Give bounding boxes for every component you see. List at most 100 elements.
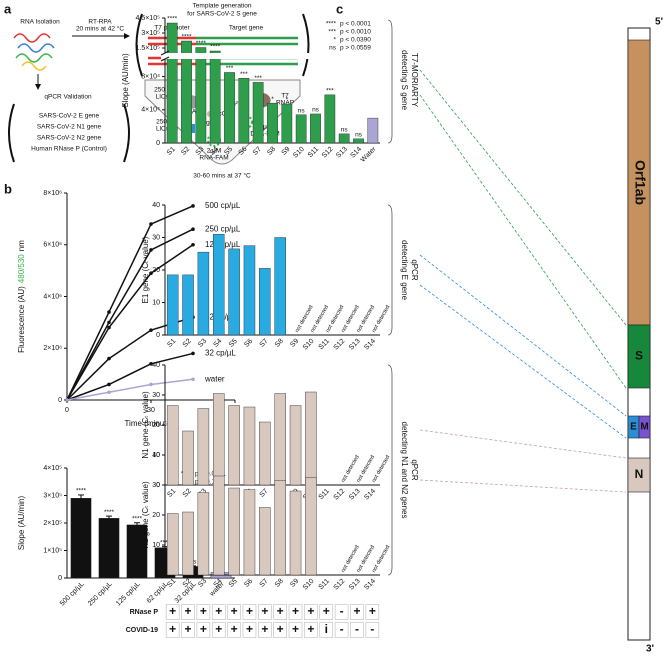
diagram-text: Mg²⁺ <box>201 120 216 127</box>
value-label: **** <box>210 44 221 51</box>
x-tick-label: S11 <box>307 146 320 159</box>
data-point <box>191 242 195 247</box>
genome-segment <box>627 457 651 493</box>
cell-value: + <box>277 604 284 618</box>
arrowhead <box>35 84 41 90</box>
table-cell <box>227 622 241 638</box>
bar <box>238 78 250 144</box>
value-label: *** <box>254 75 262 82</box>
bracket <box>387 19 393 144</box>
cell-value: + <box>323 604 330 618</box>
significance-p: p < 0.0001 <box>195 471 226 478</box>
x-tick-label: 500 cp/µL <box>59 581 86 608</box>
bar <box>259 421 271 486</box>
value-label: *** <box>240 71 248 78</box>
y-tick-label: 8×10⁶ <box>43 190 62 197</box>
diagram-text: 2 µM <box>207 148 222 155</box>
diagram-text: RT-RPA <box>88 19 112 26</box>
table-cell <box>165 622 180 638</box>
bar <box>182 274 194 336</box>
value-label: ns <box>355 132 363 139</box>
table-cell <box>288 604 303 620</box>
table-cell <box>288 622 303 638</box>
y-tick-label: 4.5×10⁵ <box>135 15 160 22</box>
y-tick-label: 2×10⁵ <box>43 520 62 527</box>
bar <box>259 268 271 336</box>
bar <box>295 114 307 144</box>
x-tick-label: S5 <box>223 146 234 157</box>
cell-value: i <box>325 622 328 636</box>
x-tick-label: S8 <box>274 578 285 589</box>
genome-segment-label: M <box>640 422 648 433</box>
y-axis-label: N2 gene (Cₜ value) <box>141 481 150 549</box>
x-tick-label: S8 <box>274 338 285 349</box>
side-label: qPCR <box>410 459 419 481</box>
genome-segment-label: S <box>635 349 643 363</box>
connector-line <box>419 284 627 439</box>
axis-break <box>161 53 384 59</box>
diagram-text: Template generation <box>193 3 252 10</box>
side-label: qPCR <box>410 259 419 281</box>
diagram-text: RNA Isolation <box>20 19 60 26</box>
x-tick-label: S8 <box>266 146 277 157</box>
diagram-text: RNAP <box>276 100 294 107</box>
x-tick-label: 250 cp/µL <box>87 581 114 608</box>
table-cell <box>365 622 380 638</box>
x-tick-label: S6 <box>243 578 254 589</box>
value-label: ns <box>341 127 349 134</box>
data-point <box>149 248 153 252</box>
x-axis-label: Time (minutes) <box>124 419 177 428</box>
table-cell <box>196 622 211 638</box>
x-tick-label: 30 <box>147 407 155 414</box>
x-tick-label: S7 <box>259 338 270 349</box>
y-tick-label: 10 <box>152 542 160 549</box>
data-point <box>149 361 153 366</box>
x-tick-label: S9 <box>281 146 292 157</box>
x-tick-label: S10 <box>292 146 306 160</box>
side-label: detecting E gene <box>400 240 409 301</box>
table-cell <box>273 604 287 620</box>
cell-value: + <box>292 604 299 618</box>
cell-value: + <box>307 622 314 636</box>
data-point <box>149 328 153 332</box>
row-label: RNase P <box>130 609 159 616</box>
data-point <box>65 398 69 402</box>
y-tick-label: 30 <box>152 234 160 241</box>
x-tick-label: S14 <box>363 578 377 592</box>
side-label: detecting S gene <box>400 50 409 111</box>
value-label: **** <box>76 488 87 495</box>
cell-value: + <box>169 604 176 618</box>
y-axis-label-part: nm <box>17 240 26 251</box>
x-tick-label: S6 <box>243 338 254 349</box>
table-cell <box>227 604 241 620</box>
cell-value: - <box>370 622 374 636</box>
x-tick-label: S9 <box>289 578 300 589</box>
y-tick-label: 0 <box>58 575 62 582</box>
y-tick-label: 0 <box>156 140 160 147</box>
rna-strand <box>21 61 47 71</box>
panel-label: c <box>336 1 343 16</box>
rna-strand <box>15 53 53 63</box>
bracket <box>387 364 393 576</box>
value-label: **** <box>104 509 115 516</box>
y-tick-label: 1.5×10⁵ <box>135 45 160 52</box>
series-label: water <box>204 374 225 383</box>
cell-value: + <box>261 604 268 618</box>
cell-value: - <box>340 622 344 636</box>
table-cell <box>258 622 272 638</box>
connector-line <box>419 254 627 417</box>
table-cell <box>196 604 211 620</box>
y-tick-label: 40 <box>152 202 160 209</box>
bar <box>353 138 364 144</box>
x-tick-label: S7 <box>252 146 263 157</box>
value-label: ns <box>298 107 306 114</box>
x-tick-label: S9 <box>289 338 300 349</box>
x-tick-label: S12 <box>321 146 335 160</box>
bar <box>274 393 286 486</box>
cell-value: - <box>340 604 344 618</box>
data-point <box>107 325 111 330</box>
value-label: *** <box>226 65 234 72</box>
bar <box>367 117 379 144</box>
data-point <box>107 382 111 387</box>
cell-value: + <box>261 622 268 636</box>
